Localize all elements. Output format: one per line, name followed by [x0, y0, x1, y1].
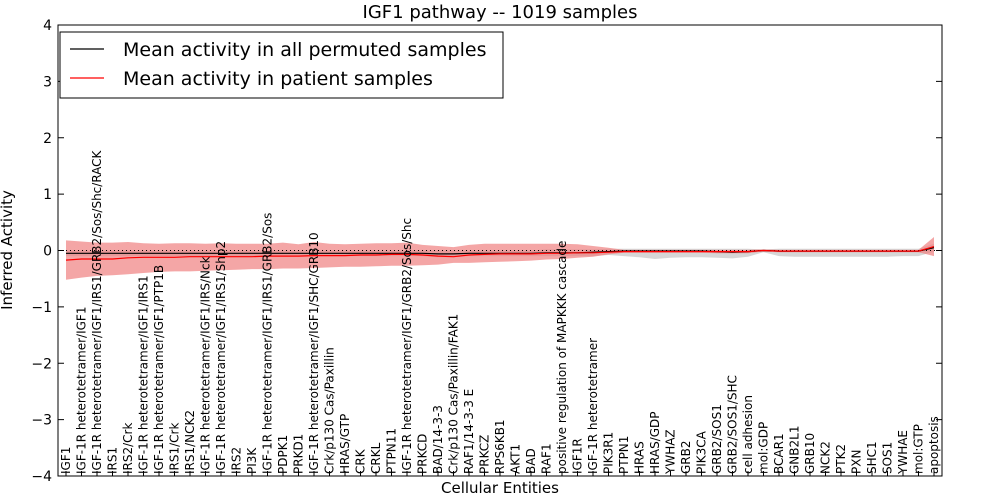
category-label: PTPN11 — [385, 428, 399, 474]
line-patient — [65, 246, 935, 261]
category-label: HRAS — [633, 441, 647, 474]
category-label: RAF1/14-3-3 E — [462, 389, 476, 474]
category-label: apoptosis — [927, 416, 941, 474]
category-label: SOS1 — [881, 442, 895, 474]
category-label: IGF-1R heterotetramer/IGF1/IRS1/Shp2 — [214, 241, 228, 474]
legend-box — [59, 31, 504, 99]
category-label: mol:GTP — [912, 424, 926, 474]
category-label: mol:GDP — [757, 422, 771, 474]
category-label: positive regulation of MAPKKK cascade — [555, 241, 569, 474]
y-axis-ticks: −4 −3 −2 −1 0 1 2 3 4 — [31, 18, 942, 485]
category-label: IGF-1R heterotetramer/IGF1/GRB2/Sos/Shc — [400, 218, 414, 474]
category-label: IRS2 — [230, 447, 244, 474]
category-label: IRS1/Crk — [168, 423, 182, 474]
category-label: GRB10 — [803, 433, 817, 474]
category-label: HRAS/GTP — [338, 414, 352, 474]
category-label: PXN — [850, 450, 864, 474]
category-label: IRS1 — [106, 447, 120, 474]
category-label: RAF1 — [540, 443, 554, 474]
y-tick-label: −1 — [31, 300, 52, 316]
y-tick-label: −2 — [31, 356, 52, 372]
category-label: BAD — [524, 448, 538, 474]
category-label: RPS6KB1 — [493, 419, 507, 474]
category-label: PIK3CA — [695, 430, 709, 474]
category-label: IGF-1R heterotetramer/IGF1/PTP1B — [152, 265, 166, 474]
y-tick-label: 2 — [43, 131, 52, 147]
plot-area — [58, 237, 942, 280]
category-label: GRB2/SOS1/SHC — [726, 375, 740, 474]
category-label: PIK3R1 — [602, 432, 616, 474]
category-label: IGF-1R heterotetramer/IGF1/IRS/Nck — [199, 256, 213, 474]
category-label: CRK — [354, 448, 368, 474]
category-label: IGF-1R heterotetramer/IGF1/IRS1/GRB2/Sos… — [90, 149, 104, 474]
y-tick-label: −4 — [31, 469, 52, 485]
category-label: HRAS/GDP — [648, 411, 662, 474]
category-label: IGF-1R heterotetramer/IGF1/IRS1/GRB2/Sos — [261, 213, 275, 474]
y-tick-label: 0 — [43, 244, 52, 260]
category-label: PRKCZ — [478, 435, 492, 474]
category-label: PDPK1 — [276, 435, 290, 474]
legend: Mean activity in all permuted samples Me… — [59, 31, 504, 99]
chart-title: IGF1 pathway -- 1019 samples — [363, 2, 638, 23]
category-label: IGF-1R heterotetramer/IGF1/IRS1 — [137, 275, 151, 474]
category-label: GRB2 — [679, 440, 693, 474]
category-label: NCK2 — [819, 441, 833, 474]
category-label: IGF-1R heterotetramer/IGF1/SHC/GRB10 — [307, 232, 321, 474]
category-label: IGF1R — [571, 438, 585, 474]
legend-label-patient: Mean activity in patient samples — [123, 68, 433, 90]
y-tick-label: 3 — [43, 74, 52, 90]
category-label: Crk/p130 Cas/Paxillin/FAK1 — [447, 314, 461, 474]
category-label: YWHAZ — [664, 429, 678, 475]
x-axis-label: Cellular Entities — [441, 479, 559, 497]
confidence-bands — [66, 237, 934, 280]
band-patient — [66, 237, 934, 280]
category-label: GRB2/SOS1 — [710, 404, 724, 474]
y-tick-label: −3 — [31, 413, 52, 429]
category-label: BAD/14-3-3 — [431, 405, 445, 474]
category-label: IRS2/Crk — [121, 423, 135, 474]
category-label: IGF-1R heterotetramer/IGF1 — [75, 307, 89, 474]
category-label: CRKL — [369, 442, 383, 474]
category-label: PI3K — [245, 447, 259, 474]
y-tick-label: 1 — [43, 187, 52, 203]
category-label: Crk/p130 Cas/Paxillin — [323, 347, 337, 474]
category-label: YWHAE — [896, 430, 910, 475]
category-label: IGF1 — [59, 447, 73, 474]
category-label: GNB2L1 — [788, 426, 802, 474]
category-label: AKT1 — [509, 444, 523, 474]
category-label: cell adhesion — [741, 395, 755, 474]
y-tick-label: 4 — [43, 18, 52, 34]
category-label: IGF-1R heterotetramer — [586, 338, 600, 474]
category-labels: IGF1 IGF-1R heterotetramer/IGF1 IGF-1R het… — [59, 149, 941, 476]
legend-label-permuted: Mean activity in all permuted samples — [123, 39, 486, 61]
category-label: PTK2 — [834, 444, 848, 474]
category-label: PTPN1 — [617, 436, 631, 474]
series-lines — [65, 246, 935, 261]
y-axis-label: Inferred Activity — [0, 190, 16, 310]
category-label: PRKD1 — [292, 434, 306, 474]
category-label: IRS1/NCK2 — [183, 410, 197, 474]
category-label: SHC1 — [865, 441, 879, 474]
category-label: PRKCD — [416, 434, 430, 474]
category-label: BCAR1 — [772, 433, 786, 474]
